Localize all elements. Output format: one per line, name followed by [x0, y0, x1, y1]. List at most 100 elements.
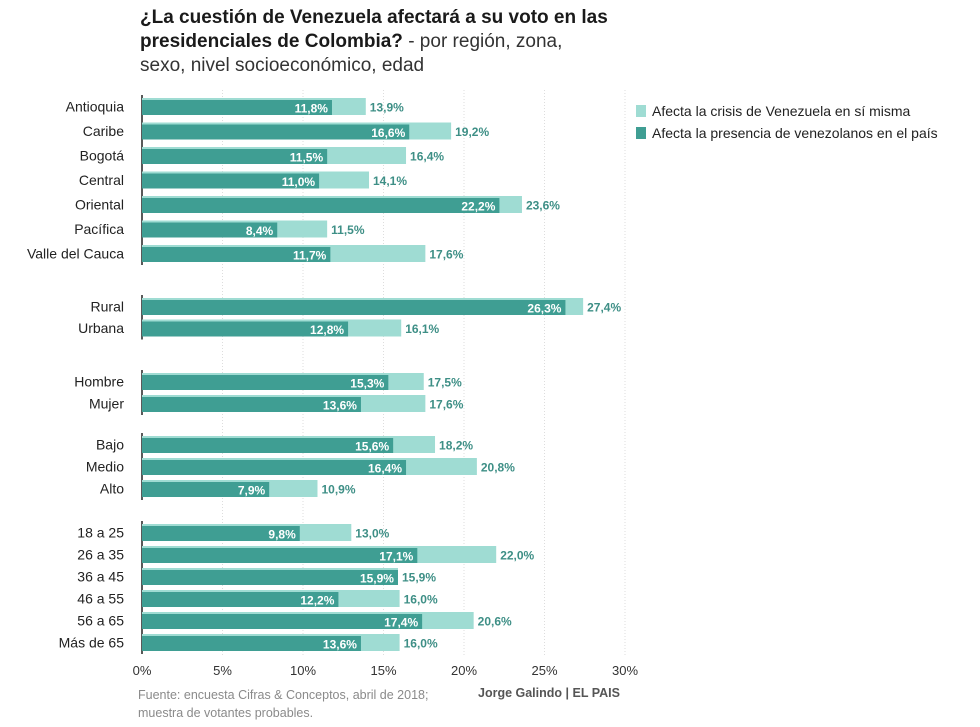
- value-label-presencia: 11,7%: [293, 249, 327, 263]
- value-label-crisis: 15,9%: [402, 571, 436, 585]
- bar-presencia: [142, 548, 418, 563]
- x-tick-label: 5%: [213, 663, 232, 678]
- x-tick-label: 20%: [451, 663, 477, 678]
- category-label: Central: [79, 172, 124, 188]
- x-tick-label: 10%: [290, 663, 316, 678]
- bar-presencia: [142, 570, 398, 585]
- legend-swatch-presencia: [636, 127, 646, 139]
- value-label-presencia: 17,4%: [384, 616, 418, 630]
- bar-presencia: [142, 592, 339, 607]
- category-label: Hombre: [74, 374, 124, 390]
- bar-presencia: [142, 614, 423, 629]
- value-label-presencia: 17,1%: [379, 550, 413, 564]
- value-label-presencia: 26,3%: [527, 302, 561, 316]
- value-label-crisis: 13,9%: [370, 101, 404, 115]
- bar-presencia: [142, 124, 410, 140]
- value-label-presencia: 22,2%: [461, 200, 495, 214]
- value-label-presencia: 15,6%: [355, 440, 389, 454]
- bar-presencia: [142, 526, 300, 541]
- chart-title: ¿La cuestión de Venezuela afectará a su …: [140, 6, 610, 78]
- legend-item-presencia: Afecta la presencia de venezolanos en el…: [636, 122, 938, 144]
- value-label-presencia: 16,6%: [371, 126, 405, 140]
- value-label-crisis: 17,6%: [429, 398, 463, 412]
- value-label-presencia: 9,8%: [268, 528, 296, 542]
- value-label-crisis: 19,2%: [455, 125, 489, 139]
- bar-presencia: [142, 222, 278, 238]
- x-tick-label: 0%: [133, 663, 152, 678]
- category-label: Urbana: [78, 320, 124, 336]
- category-label: Valle del Cauca: [27, 246, 124, 262]
- category-label: Más de 65: [59, 635, 125, 651]
- value-label-crisis: 16,0%: [404, 593, 438, 607]
- value-label-crisis: 14,1%: [373, 174, 407, 188]
- value-label-crisis: 20,8%: [481, 461, 515, 475]
- value-label-presencia: 15,3%: [350, 377, 384, 391]
- bar-presencia: [142, 321, 349, 337]
- source-note: Fuente: encuesta Cifras & Conceptos, abr…: [138, 686, 468, 722]
- value-label-crisis: 16,0%: [404, 637, 438, 651]
- value-label-presencia: 13,6%: [323, 638, 357, 652]
- category-label: Mujer: [89, 396, 124, 412]
- chart-title-main: ¿La cuestión de Venezuela afectará a su …: [140, 7, 608, 52]
- legend: Afecta la crisis de Venezuela en sí mism…: [636, 100, 938, 144]
- value-label-crisis: 11,5%: [331, 223, 365, 237]
- bar-presencia: [142, 460, 407, 475]
- value-label-presencia: 8,4%: [246, 224, 274, 238]
- legend-item-crisis: Afecta la crisis de Venezuela en sí mism…: [636, 100, 938, 122]
- legend-label-presencia: Afecta la presencia de venezolanos en el…: [652, 125, 938, 141]
- value-label-crisis: 23,6%: [526, 199, 560, 213]
- bar-presencia: [142, 375, 389, 390]
- value-label-presencia: 12,8%: [310, 323, 344, 337]
- value-label-presencia: 11,5%: [290, 151, 324, 165]
- value-label-crisis: 18,2%: [439, 439, 473, 453]
- category-label: 56 a 65: [77, 613, 124, 629]
- value-label-presencia: 11,8%: [295, 102, 329, 116]
- bar-presencia: [142, 173, 320, 189]
- category-label: 18 a 25: [77, 525, 124, 541]
- category-label: Medio: [86, 459, 124, 475]
- category-label: Pacífica: [74, 221, 124, 237]
- value-label-presencia: 16,4%: [368, 462, 402, 476]
- x-tick-label: 30%: [612, 663, 638, 678]
- bar-presencia: [142, 100, 332, 115]
- bar-presencia: [142, 198, 500, 213]
- source-line-2: muestra de votantes probables.: [138, 706, 314, 720]
- value-label-crisis: 16,4%: [410, 150, 444, 164]
- bar-presencia: [142, 636, 361, 651]
- bar-presencia: [142, 482, 270, 497]
- value-label-crisis: 22,0%: [500, 549, 534, 563]
- value-label-crisis: 17,5%: [428, 376, 462, 390]
- legend-swatch-crisis: [636, 105, 646, 117]
- source-line-1: Fuente: encuesta Cifras & Conceptos, abr…: [138, 688, 429, 702]
- x-tick-label: 25%: [531, 663, 557, 678]
- value-label-presencia: 12,2%: [300, 594, 334, 608]
- category-label: Caribe: [83, 123, 124, 139]
- value-label-crisis: 16,1%: [405, 322, 439, 336]
- value-label-presencia: 13,6%: [323, 399, 357, 413]
- value-label-crisis: 17,6%: [429, 248, 463, 262]
- bar-presencia: [142, 149, 328, 164]
- value-label-presencia: 11,0%: [282, 175, 316, 189]
- category-label: 26 a 35: [77, 547, 124, 563]
- bar-presencia: [142, 438, 394, 453]
- category-label: Rural: [91, 299, 124, 315]
- bar-presencia: [142, 300, 566, 315]
- author-credit: Jorge Galindo | EL PAIS: [478, 686, 620, 700]
- value-label-crisis: 13,0%: [355, 527, 389, 541]
- value-label-crisis: 27,4%: [587, 301, 621, 315]
- value-label-crisis: 20,6%: [478, 615, 512, 629]
- legend-label-crisis: Afecta la crisis de Venezuela en sí mism…: [652, 103, 911, 119]
- value-label-presencia: 7,9%: [238, 484, 266, 498]
- chart-subtitle: - por región, zona, sexo, nivel socioeco…: [140, 31, 563, 76]
- category-label: Bajo: [96, 437, 124, 453]
- bar-presencia: [142, 247, 331, 262]
- value-label-crisis: 10,9%: [321, 483, 355, 497]
- category-label: 46 a 55: [77, 591, 124, 607]
- category-label: Alto: [100, 481, 124, 497]
- category-label: 36 a 45: [77, 569, 124, 585]
- category-label: Oriental: [75, 197, 124, 213]
- x-tick-label: 15%: [370, 663, 396, 678]
- bar-presencia: [142, 397, 361, 412]
- category-label: Bogotá: [80, 148, 125, 164]
